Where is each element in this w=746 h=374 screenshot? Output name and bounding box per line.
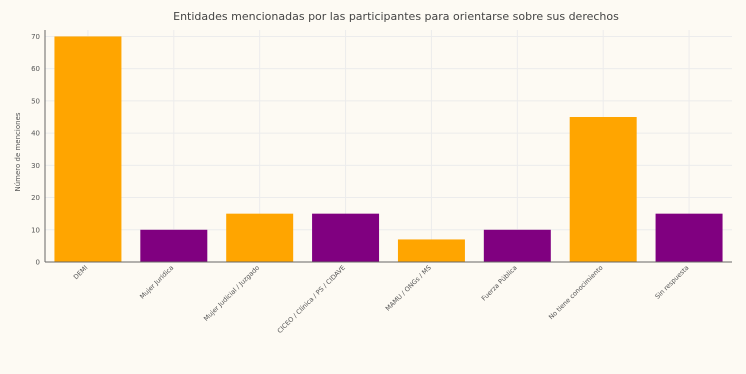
x-tick-labels: DEMI Mujer Juridica Mujer Judicial / Juzga… [72, 264, 691, 335]
y-tick-label: 70 [31, 33, 40, 41]
x-tick-label: No tiene conocimiento [547, 264, 604, 321]
bar-0 [54, 36, 122, 262]
bar-2 [226, 213, 294, 262]
y-tick-label: 50 [31, 97, 40, 105]
x-tick-label: Fuerza Pública [480, 264, 519, 303]
y-tick-label: 10 [31, 226, 40, 234]
y-tick-labels: 0 10 20 30 40 50 60 70 [31, 33, 40, 267]
bar-5 [483, 229, 551, 262]
bar-1 [140, 229, 208, 262]
x-tick-label: Mujer Judicial / Juzgado [202, 264, 261, 323]
y-tick-label: 40 [31, 130, 40, 138]
bars-layer [54, 36, 723, 262]
y-tick-label: 0 [36, 259, 40, 267]
bar-4 [397, 239, 465, 262]
bar-3 [312, 213, 380, 262]
chart-title: Entidades mencionadas por las participan… [173, 10, 619, 23]
x-tick-label: MAMU / ONGs / MS [384, 264, 433, 313]
x-tick-label: Sin respuesta [654, 264, 691, 301]
y-tick-label: 30 [31, 162, 40, 170]
y-tick-label: 60 [31, 65, 40, 73]
y-tick-label: 20 [31, 194, 40, 202]
grid-layer [45, 30, 732, 263]
x-tick-label: Mujer Juridica [138, 264, 175, 301]
bar-7 [655, 213, 723, 262]
bar-6 [569, 117, 637, 262]
x-tick-label: CICEO / Clínica / PS / CIDAVE [276, 264, 347, 335]
y-axis-label-group: Número de menciones [14, 112, 22, 191]
y-axis-label: Número de menciones [14, 112, 22, 191]
axes-layer [44, 30, 732, 263]
x-tick-label: DEMI [72, 264, 89, 281]
